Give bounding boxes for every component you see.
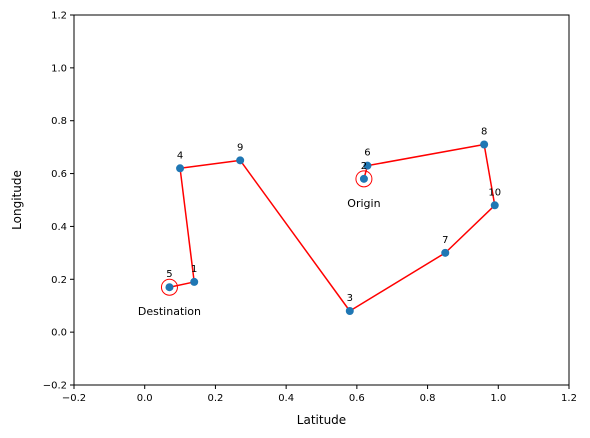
point-label-6: 6 [364,148,370,159]
x-tick-label: 0.4 [278,393,294,404]
y-tick-label: 0.8 [51,116,67,127]
y-tick-label: 0.4 [51,222,67,233]
x-tick-label: 1.0 [490,393,506,404]
route-segment [179,168,195,283]
x-tick-label: −0.2 [62,393,86,404]
x-tick-label: 0.2 [207,393,223,404]
route-segment [179,159,241,170]
route-segment [239,159,351,312]
x-tick-label: 0.0 [137,393,153,404]
origin-marker [355,170,373,188]
route-segment [367,143,485,167]
point-label-8: 8 [481,127,487,138]
data-point-3 [345,307,354,315]
annotation-layer: Origin Destination [138,170,381,318]
data-point-2 [359,174,368,183]
x-tick-label: 0.6 [349,393,365,404]
points-layer [165,140,499,315]
destination-marker [160,278,178,296]
route-layer [169,143,496,312]
y-tick-label: 0.0 [51,328,67,339]
data-point-4 [176,164,185,173]
y-tick-label: 0.6 [51,169,67,180]
data-point-6 [363,161,372,170]
y-axis-ticks: −0.2 0.0 0.2 0.4 0.6 0.8 1.0 1.2 [43,11,74,392]
y-tick-label: 1.2 [51,11,67,22]
data-point-10 [490,201,499,210]
y-tick-label: −0.2 [43,381,67,392]
route-segment [483,144,496,206]
x-axis-ticks: −0.2 0.0 0.2 0.4 0.6 0.8 1.0 1.2 [62,385,577,404]
data-point-9 [236,156,245,165]
point-label-7: 7 [442,235,448,246]
y-tick-label: 0.2 [51,275,67,286]
plot-area-frame [73,14,570,386]
point-label-10: 10 [488,187,501,198]
y-tick-label: 1.0 [51,63,67,74]
origin-label: Origin [347,197,380,210]
route-segment [444,204,496,254]
destination-label: Destination [138,305,201,318]
data-point-1 [190,277,199,286]
data-point-7 [441,248,450,257]
x-tick-label: 0.8 [420,393,436,404]
point-label-2: 2 [361,161,367,172]
x-axis-label: Latitude [297,413,346,427]
point-label-9: 9 [237,142,243,153]
point-label-5: 5 [166,269,172,280]
labels-layer: 1 2 3 4 5 6 7 8 9 10 [166,127,501,305]
route-segment [169,281,195,288]
route-segment [349,252,446,312]
x-tick-label: 1.2 [561,393,577,404]
point-label-4: 4 [177,150,183,161]
y-axis-label: Longitude [10,170,24,230]
data-point-8 [480,140,489,149]
point-label-3: 3 [347,293,353,304]
data-point-5 [165,283,174,292]
point-label-1: 1 [191,264,197,275]
